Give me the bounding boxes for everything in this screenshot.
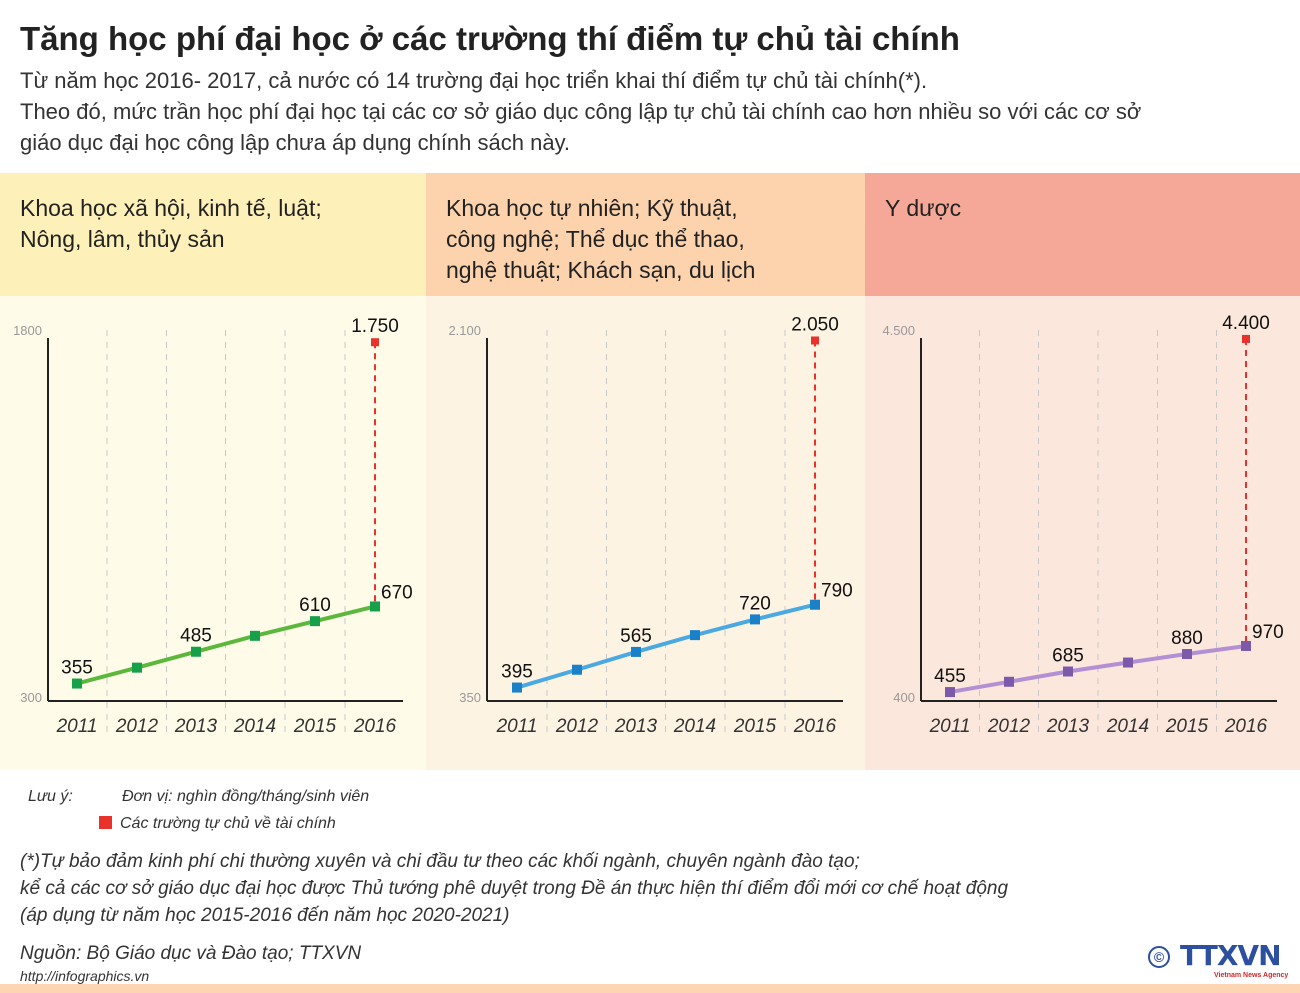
logo-text: TTXVN	[1180, 939, 1282, 972]
y-tick-label: 400	[893, 690, 915, 705]
data-point	[1241, 640, 1251, 651]
data-point	[250, 630, 260, 641]
data-point	[631, 646, 641, 657]
data-label: 565	[620, 626, 652, 647]
x-tick-label: 2012	[987, 716, 1031, 737]
footnote-line: kể cả các cơ sở giáo dục đại học được Th…	[20, 878, 1009, 899]
data-point	[132, 662, 142, 673]
x-tick-label: 2014	[233, 716, 276, 737]
data-label: 485	[180, 626, 212, 647]
x-tick-label: 2011	[56, 716, 98, 737]
autonomous-point	[1242, 334, 1250, 343]
x-tick-label: 2015	[293, 716, 337, 737]
x-tick-label: 2016	[353, 716, 397, 737]
data-point	[72, 678, 82, 689]
data-point	[1063, 666, 1073, 677]
panel-header-line: Nông, lâm, thủy sản	[20, 226, 225, 252]
data-point	[750, 614, 760, 625]
data-point	[572, 664, 582, 675]
intro-line: giáo dục đại học công lập chưa áp dụng c…	[20, 130, 571, 155]
note-label: Lưu ý:	[28, 788, 73, 805]
x-tick-label: 2013	[1046, 716, 1090, 737]
data-label: 670	[381, 582, 413, 603]
data-point	[810, 599, 820, 610]
footnote-line: (áp dụng từ năm học 2015-2016 đến năm họ…	[20, 905, 510, 926]
footnote-line: (*)Tự bảo đảm kinh phí chi thường xuyên …	[20, 851, 860, 872]
data-label: 790	[821, 581, 853, 602]
data-label: 880	[1171, 628, 1203, 649]
copyright-icon: ©	[1148, 946, 1170, 968]
autonomous-point	[811, 336, 819, 345]
x-tick-label: 2012	[115, 716, 159, 737]
x-tick-label: 2013	[174, 716, 218, 737]
chart-panel: 1800 300 1.750 355 2011 2012 485 2013 2014 610 201…	[0, 296, 426, 770]
intro-line: Theo đó, mức trần học phí đại học tại cá…	[20, 99, 1142, 124]
panel-header: Khoa học xã hội, kinh tế, luật; Nông, lâm…	[0, 173, 426, 296]
bottom-strip	[0, 984, 1300, 993]
series-line	[949, 643, 1247, 695]
data-label: 720	[739, 593, 771, 614]
panel-header: Khoa học tự nhiên; Kỹ thuật, công nghệ; T…	[426, 173, 865, 296]
panel-header: Y dược	[865, 173, 1300, 296]
legend-marker	[99, 816, 112, 829]
x-tick-label: 2014	[673, 716, 716, 737]
data-point	[310, 616, 320, 627]
data-label: 610	[299, 595, 331, 616]
x-tick-label: 2011	[496, 716, 538, 737]
data-point	[690, 630, 700, 641]
page-title: Tăng học phí đại học ở các trường thí đi…	[20, 20, 960, 57]
x-tick-label: 2016	[793, 716, 837, 737]
data-label: 970	[1252, 622, 1284, 643]
data-point	[1182, 649, 1192, 660]
data-point	[945, 687, 955, 698]
line-chart: 1800 300 1.750 355 2011 2012 485 2013 2014 610 201…	[13, 316, 413, 737]
unit-note: Đơn vị: nghìn đồng/tháng/sinh viên	[122, 788, 370, 805]
data-label: 395	[501, 662, 533, 683]
panel-header-line: Khoa học xã hội, kinh tế, luật;	[20, 195, 322, 221]
data-label: 685	[1052, 645, 1084, 666]
chart-panel: 2.100 350 2.050 395 2011 2012 565 2013 2014 720 20…	[426, 296, 865, 770]
autonomous-label: 2.050	[791, 314, 839, 335]
website-link[interactable]: http://infographics.vn	[20, 968, 150, 984]
ttxvn-logo: © TTXVN Vietnam News Agency	[1148, 942, 1288, 982]
line-chart: 2.100 350 2.050 395 2011 2012 565 2013 2014 720 20…	[448, 314, 853, 737]
autonomous-label: 4.400	[1222, 313, 1270, 334]
panel-header-line: Y dược	[885, 195, 962, 221]
x-tick-label: 2012	[555, 716, 599, 737]
data-point	[1123, 657, 1133, 668]
data-label: 355	[61, 658, 93, 679]
y-tick-label: 350	[459, 690, 481, 705]
autonomous-point	[371, 338, 379, 347]
chart-panel: 4.500 400 4.400 455 2011 2012 685 2013 2014 880 20…	[865, 296, 1300, 770]
x-tick-label: 2011	[929, 716, 971, 737]
data-point	[191, 646, 201, 657]
intro-line: Từ năm học 2016- 2017, cả nước có 14 trư…	[20, 68, 928, 93]
source: Nguồn: Bộ Giáo dục và Đào tạo; TTXVN	[20, 943, 362, 964]
data-point	[1004, 676, 1014, 687]
data-point	[512, 682, 522, 693]
logo-tagline: Vietnam News Agency	[1214, 972, 1289, 979]
y-tick-label: 300	[20, 690, 42, 705]
line-chart: 4.500 400 4.400 455 2011 2012 685 2013 2014 880 20…	[882, 313, 1284, 737]
x-tick-label: 2016	[1224, 716, 1268, 737]
y-tick-label: 2.100	[448, 323, 481, 338]
y-tick-label: 1800	[13, 323, 42, 338]
data-label: 455	[934, 666, 966, 687]
x-tick-label: 2014	[1106, 716, 1149, 737]
panel-header-line: nghệ thuật; Khách sạn, du lịch	[446, 257, 756, 283]
data-point	[370, 601, 380, 612]
autonomous-label: 1.750	[351, 316, 399, 337]
series-line	[516, 602, 816, 690]
series-line	[76, 604, 376, 686]
x-tick-label: 2015	[733, 716, 777, 737]
panel-header-line: Khoa học tự nhiên; Kỹ thuật,	[446, 195, 738, 221]
panel-header-line: công nghệ; Thể dục thể thao,	[446, 226, 745, 252]
legend-label: Các trường tự chủ về tài chính	[120, 815, 336, 832]
y-tick-label: 4.500	[882, 323, 915, 338]
x-tick-label: 2015	[1165, 716, 1209, 737]
x-tick-label: 2013	[614, 716, 658, 737]
